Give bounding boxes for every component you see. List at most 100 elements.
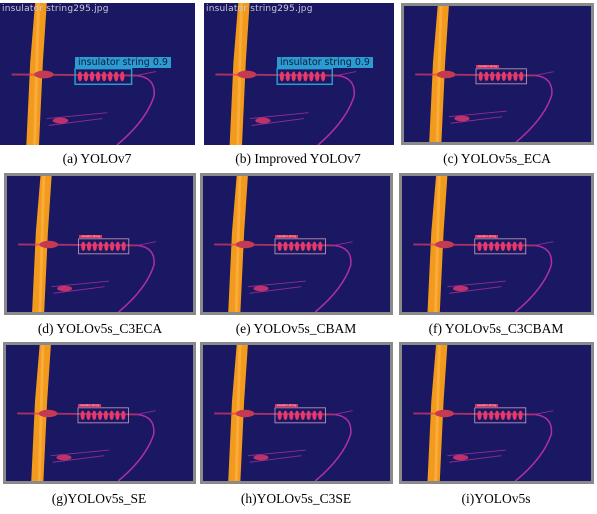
power-line (117, 413, 155, 481)
insulator-disc (295, 410, 300, 421)
insulator-disc (321, 71, 326, 82)
insulator-disc (92, 241, 97, 252)
thermal-image (404, 6, 591, 142)
insulator-disc (490, 71, 495, 82)
power-line (317, 74, 356, 145)
detection-label: insulator string (475, 404, 498, 407)
insulator-disc (518, 410, 523, 421)
thermal-image (402, 176, 591, 312)
insulator-disc (89, 71, 95, 82)
detection-box (74, 67, 133, 86)
panel-caption-i: (i)YOLOv5s (461, 491, 531, 506)
detection-box (78, 238, 130, 255)
detection-box (474, 238, 527, 255)
insulator-disc (512, 241, 517, 252)
thermal-image (203, 345, 390, 481)
insulator-disc (115, 241, 120, 252)
insulator-disc (496, 71, 501, 82)
insulator-disc (306, 410, 311, 421)
panel-image-e: insulator string (200, 173, 393, 315)
insulator-disc (86, 410, 91, 421)
insulator-disc (484, 71, 489, 82)
insulator-disc (309, 71, 314, 82)
thermal-image (402, 345, 591, 481)
insulator-disc (108, 71, 113, 82)
insulator-disc (477, 241, 482, 252)
insulator-disc (289, 241, 294, 252)
insulator-disc (315, 71, 320, 82)
panel-caption-f: (f) YOLOv5s_C3CBAM (428, 321, 564, 336)
panel-image-a: insulator string295.jpg insulator string … (0, 3, 195, 145)
detection-box (274, 407, 326, 424)
insulator-disc (518, 241, 523, 252)
thermal-image (6, 345, 193, 481)
insulator-disc (513, 71, 518, 82)
insulator-disc (279, 71, 284, 82)
insulator-disc (318, 241, 323, 252)
insulator-disc (109, 410, 114, 421)
image-filename: insulator string295.jpg (206, 4, 313, 14)
insulator-disc (277, 410, 282, 421)
panel-caption-g: (g)YOLOv5s_SE (51, 491, 147, 506)
panel-image-g: insulator string (3, 342, 196, 484)
panel-caption-d: (d) YOLOv5s_C3ECA (37, 321, 163, 336)
insulator-disc (519, 71, 524, 82)
insulator-disc (312, 410, 317, 421)
panel-image-i: insulator string (399, 342, 594, 484)
insulator-disc (500, 410, 506, 421)
insulator-disc (277, 241, 282, 252)
insulator-disc (86, 241, 92, 252)
insulator-disc (114, 71, 119, 82)
panel-caption-e: (e) YOLOv5s_CBAM (235, 321, 357, 336)
power-line (514, 244, 553, 312)
insulator-disc (98, 241, 103, 252)
insulator-disc (283, 410, 288, 421)
detection-label: insulator string (79, 235, 102, 238)
detection-label: insulator string (78, 404, 101, 407)
insulator-disc (98, 410, 103, 421)
panel-image-d: insulator string (4, 173, 196, 315)
power-line (116, 74, 155, 145)
insulator-disc (121, 410, 126, 421)
detection-box (276, 67, 333, 86)
detection-label: insulator string (475, 235, 498, 238)
panel-caption-b: (b) Improved YOLOv7 (235, 151, 361, 166)
insulator-disc (103, 410, 108, 421)
insulator-disc (291, 71, 296, 82)
insulator-disc (312, 241, 317, 252)
insulator-disc (489, 241, 494, 252)
insulator-disc (494, 241, 500, 252)
power-line (515, 74, 553, 142)
insulator-disc (300, 410, 305, 421)
insulator-disc (92, 410, 97, 421)
insulator-disc (297, 71, 302, 82)
detection-box (77, 407, 129, 424)
detection-label: insulator string (275, 404, 298, 407)
panel-caption-h: (h)YOLOv5s_C3SE (240, 491, 352, 506)
detection-box (274, 238, 326, 255)
panel-image-c: insulator string (401, 3, 594, 145)
thermal-image (203, 176, 390, 312)
insulator-disc (101, 71, 107, 82)
insulator-disc (507, 71, 512, 82)
insulator-disc (300, 241, 305, 252)
insulator-disc (283, 241, 288, 252)
insulator-disc (77, 71, 83, 82)
insulator-disc (83, 71, 89, 82)
panel-caption-a: (a) YOLOv7 (62, 151, 132, 166)
detection-label: insulator string 0.9 (75, 57, 171, 68)
power-line (118, 244, 155, 312)
power-line (314, 244, 352, 312)
panel-image-h: insulator string (200, 342, 393, 484)
detection-label: insulator string (476, 65, 499, 68)
insulator-disc (483, 410, 488, 421)
insulator-disc (289, 410, 294, 421)
insulator-disc (506, 241, 511, 252)
detection-box (474, 407, 527, 424)
insulator-disc (478, 71, 483, 82)
insulator-disc (512, 410, 517, 421)
insulator-disc (115, 410, 120, 421)
power-line (314, 413, 352, 481)
thermal-image (0, 3, 195, 145)
insulator-disc (494, 410, 500, 421)
